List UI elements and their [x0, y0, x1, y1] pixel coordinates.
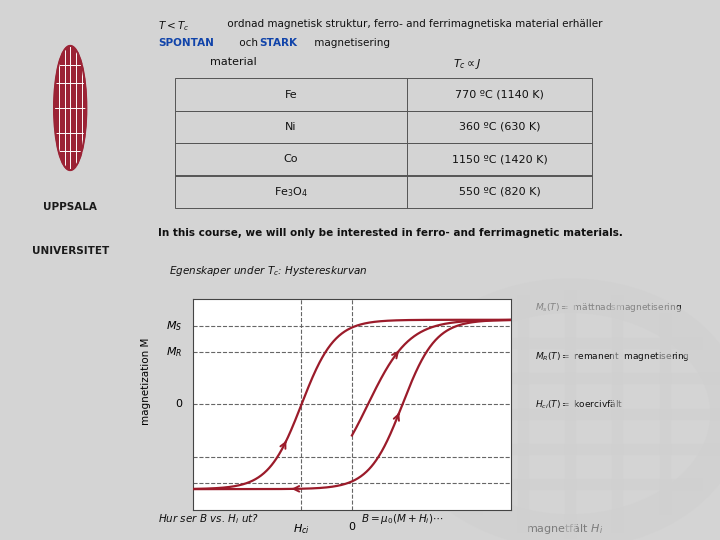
Text: STARK: STARK	[259, 38, 297, 48]
Text: $T_c \propto J$: $T_c \propto J$	[454, 57, 482, 71]
Text: 0: 0	[175, 400, 182, 409]
Text: 360 ºC (630 K): 360 ºC (630 K)	[459, 122, 541, 132]
Text: 0: 0	[348, 522, 356, 532]
Bar	[175, 78, 593, 111]
Text: 1150 ºC (1420 K): 1150 ºC (1420 K)	[452, 154, 548, 164]
Text: magnetisering: magnetisering	[311, 38, 390, 48]
Text: In this course, we will only be interested in ferro- and ferrimagnetic materials: In this course, we will only be interest…	[158, 228, 623, 239]
Circle shape	[54, 46, 86, 170]
Text: 770 ºC (1140 K): 770 ºC (1140 K)	[455, 90, 544, 99]
Text: Ni: Ni	[285, 122, 297, 132]
Text: Co: Co	[284, 154, 298, 164]
Text: $T < T_c$: $T < T_c$	[158, 19, 189, 33]
Text: $M_s(T)=$ mättnadsmagnetisering: $M_s(T)=$ mättnadsmagnetisering	[534, 301, 682, 314]
Text: SPONTAN: SPONTAN	[158, 38, 214, 48]
Text: och: och	[236, 38, 261, 48]
Text: material: material	[210, 57, 257, 67]
Text: Fe: Fe	[285, 90, 297, 99]
Text: UPPSALA: UPPSALA	[43, 202, 97, 213]
Text: UNIVERSITET: UNIVERSITET	[32, 246, 109, 256]
Text: ordnad magnetisk struktur, ferro- and ferrimagnetiska material erhäller: ordnad magnetisk struktur, ferro- and fe…	[225, 19, 603, 29]
Text: 550 ºC (820 K): 550 ºC (820 K)	[459, 187, 541, 197]
Text: $H_{ci}(T)=$ koercivfält: $H_{ci}(T)=$ koercivfält	[534, 399, 623, 411]
Text: $H_{ci}$: $H_{ci}$	[293, 522, 310, 536]
Text: $B = \mu_0(M + H_i)\cdots$: $B = \mu_0(M + H_i)\cdots$	[361, 512, 443, 526]
Text: magnetfält $H_i$: magnetfält $H_i$	[526, 522, 603, 536]
Text: $M_R(T)=$ remanent  magnetisering: $M_R(T)=$ remanent magnetisering	[534, 350, 689, 363]
Text: magnetization M: magnetization M	[141, 338, 150, 425]
Text: $M_S$: $M_S$	[166, 319, 182, 333]
Text: $M_R$: $M_R$	[166, 345, 182, 359]
Text: Egenskaper under $T_c$: Hystereskurvan: Egenskaper under $T_c$: Hystereskurvan	[169, 264, 368, 278]
Bar	[175, 111, 593, 143]
Text: Fe$_3$O$_4$: Fe$_3$O$_4$	[274, 185, 308, 199]
Bar	[175, 176, 593, 208]
Bar	[175, 143, 593, 176]
Text: Hur ser $B$ vs. $H_i$ ut?: Hur ser $B$ vs. $H_i$ ut?	[158, 512, 259, 526]
